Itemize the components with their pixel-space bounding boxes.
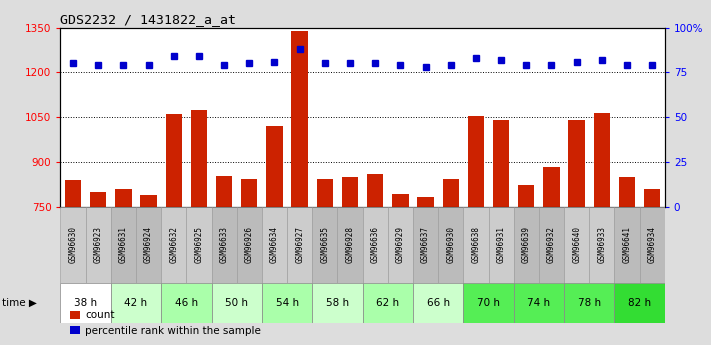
Text: GSM96924: GSM96924 [144,226,153,264]
Bar [363,207,387,283]
Bar [464,283,514,323]
Text: 58 h: 58 h [326,298,349,308]
Bar [161,283,212,323]
Bar [186,207,212,283]
Bar [136,207,161,283]
Bar [417,197,434,207]
Text: GSM96635: GSM96635 [321,226,329,264]
Bar [367,174,383,207]
Text: GSM96928: GSM96928 [346,226,355,264]
Bar [514,207,539,283]
Text: GSM96630: GSM96630 [68,226,77,264]
Bar [161,207,186,283]
Text: 38 h: 38 h [74,298,97,308]
Bar [111,283,161,323]
Bar [514,283,564,323]
Bar [564,283,614,323]
Legend: count, percentile rank within the sample: count, percentile rank within the sample [65,306,265,340]
Text: GSM96934: GSM96934 [648,226,657,264]
Text: GSM96933: GSM96933 [597,226,606,264]
Bar [614,283,665,323]
Bar [594,113,610,207]
Text: GSM96927: GSM96927 [295,226,304,264]
Bar [493,120,509,207]
Bar [539,207,564,283]
Bar [166,114,182,207]
Bar [216,176,232,207]
Text: GSM96923: GSM96923 [94,226,102,264]
Bar [60,207,85,283]
Bar [312,283,363,323]
Bar [468,116,484,207]
Bar [589,207,614,283]
Bar [191,110,207,207]
Bar [312,207,338,283]
Text: GSM96634: GSM96634 [270,226,279,264]
Bar [338,207,363,283]
Bar [90,192,107,207]
Bar [543,167,560,207]
Text: 62 h: 62 h [376,298,400,308]
Text: GSM96930: GSM96930 [447,226,455,264]
Bar [241,179,257,207]
Bar [267,126,283,207]
Bar [316,179,333,207]
Bar [619,177,635,207]
Text: GSM96633: GSM96633 [220,226,229,264]
Bar [292,31,308,207]
Text: 42 h: 42 h [124,298,148,308]
Bar [60,283,111,323]
Bar [518,185,535,207]
Bar [644,189,661,207]
Text: GSM96636: GSM96636 [370,226,380,264]
Text: GSM96932: GSM96932 [547,226,556,264]
Text: GSM96631: GSM96631 [119,226,128,264]
Text: GSM96640: GSM96640 [572,226,581,264]
Text: GSM96926: GSM96926 [245,226,254,264]
Bar [212,283,262,323]
Bar [413,207,438,283]
Bar [464,207,488,283]
Bar [262,207,287,283]
Bar [442,179,459,207]
Text: time ▶: time ▶ [2,298,37,308]
Text: GSM96641: GSM96641 [623,226,631,264]
Bar [640,207,665,283]
Bar [569,120,585,207]
Bar [363,283,413,323]
Text: GSM96931: GSM96931 [496,226,506,264]
Bar [237,207,262,283]
Text: GSM96638: GSM96638 [471,226,481,264]
Text: GDS2232 / 1431822_a_at: GDS2232 / 1431822_a_at [60,13,237,27]
Bar [262,283,312,323]
Bar [85,207,111,283]
Bar [65,180,81,207]
Bar [111,207,136,283]
Bar [115,189,132,207]
Text: 54 h: 54 h [275,298,299,308]
Text: GSM96637: GSM96637 [421,226,430,264]
Text: 46 h: 46 h [175,298,198,308]
Bar [564,207,589,283]
Text: GSM96632: GSM96632 [169,226,178,264]
Text: 66 h: 66 h [427,298,450,308]
Text: 74 h: 74 h [528,298,550,308]
Text: GSM96925: GSM96925 [194,226,203,264]
Text: 70 h: 70 h [477,298,500,308]
Bar [287,207,312,283]
Bar [342,177,358,207]
Bar [488,207,514,283]
Text: 82 h: 82 h [628,298,651,308]
Bar [392,194,409,207]
Text: 78 h: 78 h [577,298,601,308]
Bar [438,207,464,283]
Bar [387,207,413,283]
Text: 50 h: 50 h [225,298,248,308]
Bar [212,207,237,283]
Bar [614,207,640,283]
Text: GSM96639: GSM96639 [522,226,531,264]
Bar [413,283,464,323]
Bar [140,195,156,207]
Text: GSM96929: GSM96929 [396,226,405,264]
